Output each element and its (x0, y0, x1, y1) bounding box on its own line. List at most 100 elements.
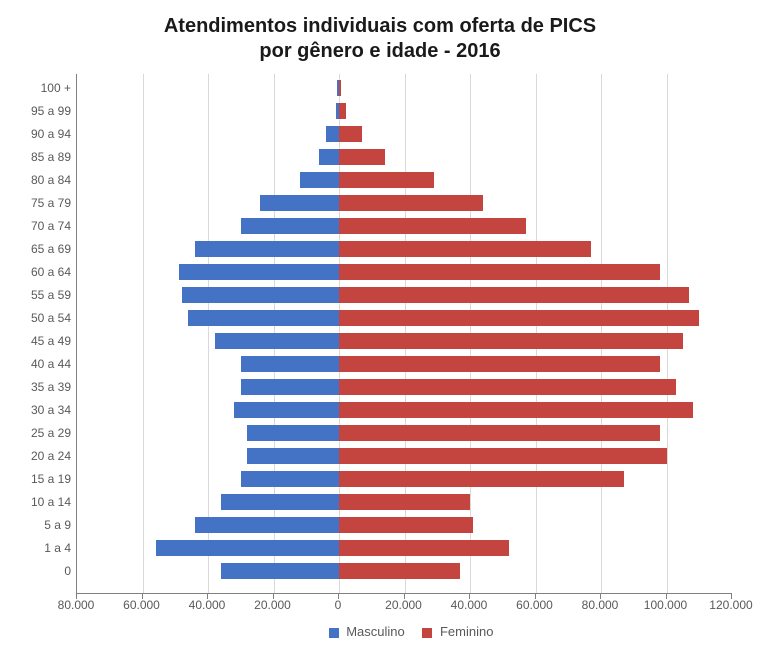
bar-male (195, 517, 339, 533)
pyramid-row (77, 471, 732, 487)
bar-female (339, 218, 526, 234)
y-tick-label: 15 a 19 (31, 472, 77, 486)
pyramid-row (77, 241, 732, 257)
bar-female (339, 172, 434, 188)
y-tick-label: 45 a 49 (31, 334, 77, 348)
bar-male (221, 563, 339, 579)
bar-female (339, 264, 660, 280)
bar-female (339, 241, 591, 257)
bar-female (339, 402, 693, 418)
pyramid-row (77, 563, 732, 579)
x-tick-label: 40.000 (189, 598, 226, 612)
bar-female (339, 540, 509, 556)
bar-female (339, 103, 346, 119)
pyramid-row (77, 402, 732, 418)
chart-title: Atendimentos individuais com oferta de P… (18, 14, 742, 64)
x-tick-label: 100.000 (644, 598, 687, 612)
y-tick-label: 65 a 69 (31, 242, 77, 256)
bar-male (241, 379, 339, 395)
y-tick-label: 20 a 24 (31, 449, 77, 463)
bar-male (215, 333, 339, 349)
bar-male (247, 448, 339, 464)
y-tick-label: 35 a 39 (31, 380, 77, 394)
pyramid-row (77, 103, 732, 119)
plot-area-wrap: 100 +95 a 9990 a 9485 a 8980 a 8475 a 79… (76, 74, 732, 639)
y-tick-label: 50 a 54 (31, 311, 77, 325)
legend-label-female: Feminino (440, 624, 493, 639)
legend: Masculino Feminino (76, 624, 732, 639)
pyramid-row (77, 448, 732, 464)
bar-female (339, 379, 676, 395)
y-tick-label: 55 a 59 (31, 288, 77, 302)
bar-male (179, 264, 339, 280)
x-tick-label: 80.000 (582, 598, 619, 612)
pyramid-row (77, 149, 732, 165)
bar-male (260, 195, 339, 211)
legend-swatch-male (329, 628, 339, 638)
pyramid-row (77, 379, 732, 395)
y-tick-label: 25 a 29 (31, 426, 77, 440)
pyramid-row (77, 80, 732, 96)
title-line-1: Atendimentos individuais com oferta de P… (164, 15, 596, 37)
bar-female (339, 310, 699, 326)
bar-male (182, 287, 339, 303)
pyramid-row (77, 172, 732, 188)
bar-female (339, 126, 362, 142)
legend-swatch-female (422, 628, 432, 638)
x-tick-label: 60.000 (123, 598, 160, 612)
y-tick-label: 60 a 64 (31, 265, 77, 279)
legend-label-male: Masculino (346, 624, 405, 639)
y-tick-label: 95 a 99 (31, 104, 77, 118)
x-tick-label: 120.000 (709, 598, 752, 612)
bar-female (339, 517, 473, 533)
title-line-2: por gênero e idade - 2016 (259, 40, 500, 62)
y-tick-label: 100 + (41, 81, 77, 95)
pyramid-row (77, 494, 732, 510)
bar-female (339, 356, 660, 372)
pyramid-row (77, 264, 732, 280)
y-tick-label: 75 a 79 (31, 196, 77, 210)
pyramid-row (77, 425, 732, 441)
x-tick-label: 60.000 (516, 598, 553, 612)
bar-female (339, 425, 660, 441)
bar-male (188, 310, 339, 326)
bar-male (156, 540, 339, 556)
y-tick-label: 30 a 34 (31, 403, 77, 417)
bar-male (319, 149, 339, 165)
bar-female (339, 287, 689, 303)
y-tick-label: 40 a 44 (31, 357, 77, 371)
bar-female (339, 149, 385, 165)
bar-male (326, 126, 339, 142)
bar-female (339, 563, 460, 579)
x-tick-label: 0 (335, 598, 342, 612)
pyramid-row (77, 517, 732, 533)
bar-male (195, 241, 339, 257)
bar-male (234, 402, 339, 418)
bar-male (300, 172, 339, 188)
pyramid-row (77, 310, 732, 326)
bar-male (241, 356, 339, 372)
bar-female (339, 195, 483, 211)
pyramid-row (77, 540, 732, 556)
y-tick-label: 85 a 89 (31, 150, 77, 164)
bar-female (339, 333, 683, 349)
bar-female (339, 448, 667, 464)
bar-male (241, 218, 339, 234)
bar-male (221, 494, 339, 510)
pyramid-row (77, 333, 732, 349)
pyramid-row (77, 287, 732, 303)
y-tick-label: 70 a 74 (31, 219, 77, 233)
bar-male (247, 425, 339, 441)
bar-female (339, 471, 624, 487)
y-tick-label: 10 a 14 (31, 495, 77, 509)
pyramid-row (77, 126, 732, 142)
pyramid-chart: Atendimentos individuais com oferta de P… (0, 0, 760, 671)
bar-female (339, 80, 341, 96)
y-tick-label: 5 a 9 (44, 518, 77, 532)
y-tick-label: 1 a 4 (44, 541, 77, 555)
x-tick-label: 80.000 (58, 598, 95, 612)
x-tick-label: 40.000 (451, 598, 488, 612)
pyramid-row (77, 218, 732, 234)
y-tick-label: 90 a 94 (31, 127, 77, 141)
y-tick-label: 80 a 84 (31, 173, 77, 187)
